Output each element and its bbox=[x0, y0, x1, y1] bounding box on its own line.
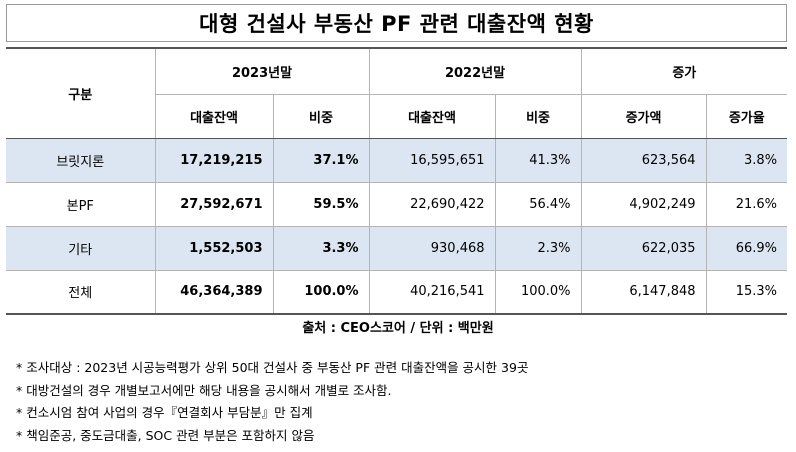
table-cell: 1,552,503 bbox=[154, 225, 273, 270]
header-category: 구분 bbox=[6, 48, 155, 139]
header-increase-amount: 증가액 bbox=[580, 93, 707, 139]
table-cell: 16,595,651 bbox=[368, 138, 496, 182]
header-balance-2022: 대출잔액 bbox=[368, 93, 496, 139]
page-title: 대형 건설사 부동산 PF 관련 대출잔액 현황 bbox=[6, 4, 787, 42]
table-cell: 100.0% bbox=[272, 269, 370, 314]
table-cell: 4,902,249 bbox=[580, 181, 707, 226]
table-cell: 15.3% bbox=[705, 269, 788, 314]
table-row: 전체 46,364,389 100.0% 40,216,541 100.0% 6… bbox=[6, 269, 788, 314]
table-cell: 3.8% bbox=[705, 138, 788, 182]
footnote-item: * 대방건설의 경우 개별보고서에만 해당 내용을 공시해서 개별로 조사함. bbox=[16, 382, 392, 398]
header-balance-2023: 대출잔액 bbox=[154, 93, 273, 139]
table-cell: 27,592,671 bbox=[154, 181, 273, 226]
table-cell: 100.0% bbox=[494, 269, 582, 314]
table-cell: 622,035 bbox=[580, 225, 707, 270]
table-cell: 17,219,215 bbox=[154, 138, 273, 182]
row-label: 브릿지론 bbox=[6, 138, 155, 182]
table-cell: 56.4% bbox=[494, 181, 582, 226]
table-cell: 21.6% bbox=[705, 181, 788, 226]
footnote-item: * 컨소시엄 참여 사업의 경우『연결회사 부담분』만 집계 bbox=[16, 405, 313, 420]
footnotes: * 조사대상 : 2023년 시공능력평가 상위 50대 건설사 중 부동산 P… bbox=[16, 357, 528, 447]
header-group-2022: 2022년말 bbox=[368, 48, 582, 94]
table-cell: 37.1% bbox=[272, 138, 370, 182]
table-cell: 2.3% bbox=[494, 225, 582, 270]
table-row: 기타 1,552,503 3.3% 930,468 2.3% 622,035 6… bbox=[6, 225, 788, 270]
table-row: 브릿지론 17,219,215 37.1% 16,595,651 41.3% 6… bbox=[6, 138, 788, 182]
table-cell: 6,147,848 bbox=[580, 269, 707, 314]
table-cell: 623,564 bbox=[580, 138, 707, 182]
row-label: 기타 bbox=[6, 225, 155, 270]
row-label: 본PF bbox=[6, 181, 155, 226]
table-cell: 41.3% bbox=[494, 138, 582, 182]
table-row: 본PF 27,592,671 59.5% 22,690,422 56.4% 4,… bbox=[6, 181, 788, 226]
header-share-2023: 비중 bbox=[272, 93, 370, 139]
table-cell: 930,468 bbox=[368, 225, 496, 270]
table-cell: 3.3% bbox=[272, 225, 370, 270]
header-group-2023: 2023년말 bbox=[154, 48, 370, 94]
footnote-item: * 책임준공, 중도금대출, SOC 관련 부분은 포함하지 않음 bbox=[16, 427, 315, 443]
header-group-increase: 증가 bbox=[580, 48, 788, 94]
table-cell: 46,364,389 bbox=[154, 269, 273, 314]
row-label: 전체 bbox=[6, 269, 155, 314]
pf-loan-table: 구분 2023년말 2022년말 증가 대출잔액 비중 대출잔액 비중 증가액 … bbox=[6, 47, 788, 315]
source-note: 출처 : CEO스코어 / 단위 : 백만원 bbox=[302, 321, 494, 336]
footnote-item: * 조사대상 : 2023년 시공능력평가 상위 50대 건설사 중 부동산 P… bbox=[16, 360, 529, 375]
header-share-2022: 비중 bbox=[494, 93, 582, 139]
header-increase-rate: 증가율 bbox=[705, 93, 788, 139]
table-cell: 40,216,541 bbox=[368, 269, 496, 314]
table-cell: 59.5% bbox=[272, 181, 370, 226]
table-cell: 66.9% bbox=[705, 225, 788, 270]
table-cell: 22,690,422 bbox=[368, 181, 496, 226]
